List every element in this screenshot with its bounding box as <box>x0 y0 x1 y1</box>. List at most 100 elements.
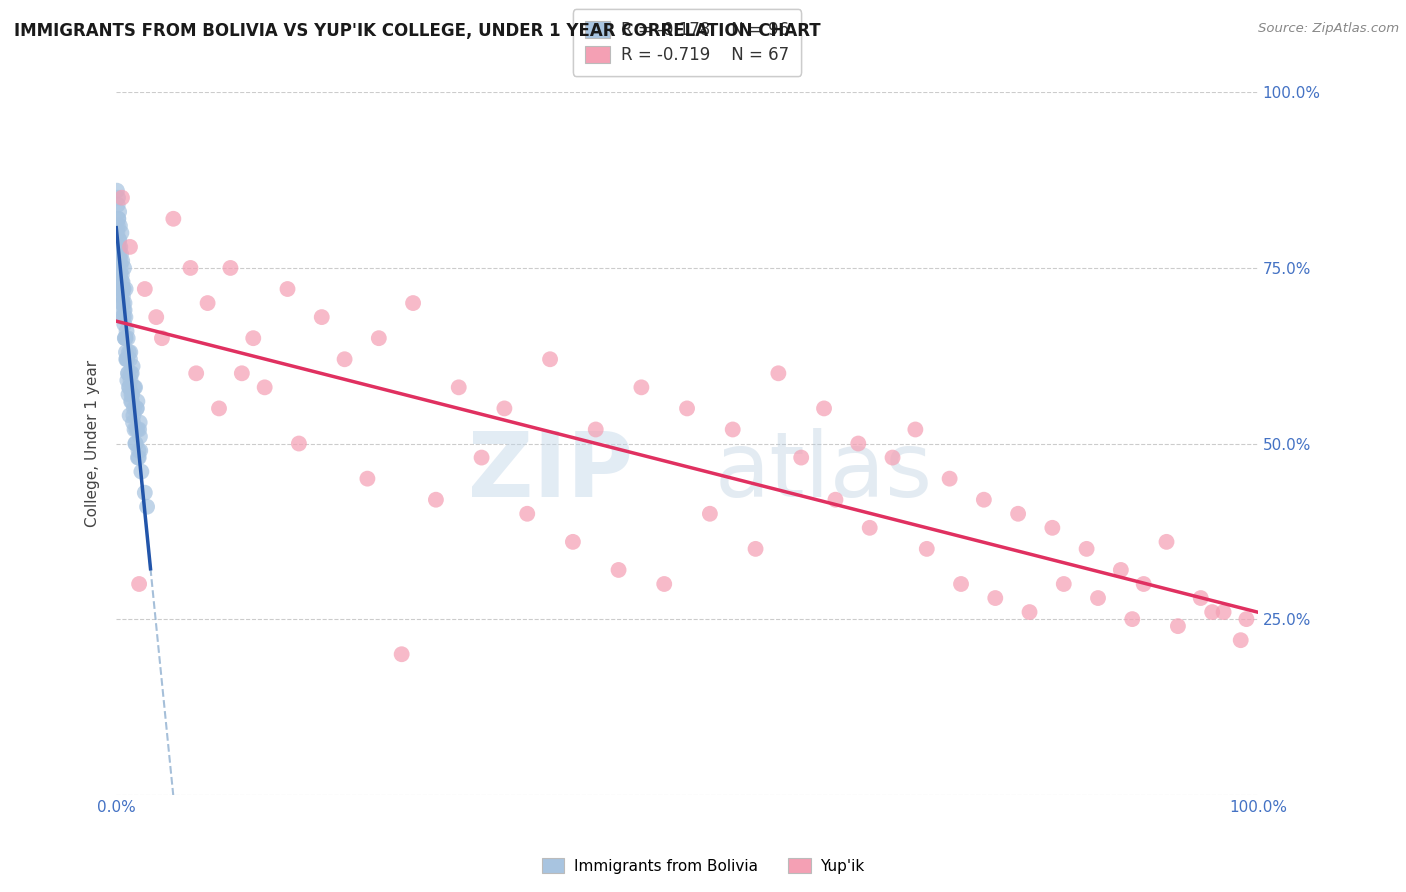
Point <box>1076 541 1098 556</box>
Point <box>676 401 699 416</box>
Point <box>846 436 869 450</box>
Point <box>425 492 447 507</box>
Point <box>108 219 131 233</box>
Point <box>107 254 129 268</box>
Point <box>242 331 264 345</box>
Point <box>127 422 149 436</box>
Point <box>118 409 141 423</box>
Point <box>129 443 152 458</box>
Point <box>115 345 138 359</box>
Point <box>114 331 136 345</box>
Point <box>120 345 142 359</box>
Point <box>108 204 131 219</box>
Point <box>1236 612 1258 626</box>
Point <box>128 416 150 430</box>
Point <box>121 394 143 409</box>
Point <box>125 401 148 416</box>
Point <box>1189 591 1212 605</box>
Point <box>1040 521 1063 535</box>
Point <box>105 184 128 198</box>
Point <box>471 450 494 465</box>
Point <box>607 563 630 577</box>
Point <box>1201 605 1223 619</box>
Point <box>111 296 134 310</box>
Point <box>1053 577 1076 591</box>
Point <box>150 331 173 345</box>
Point <box>114 303 136 318</box>
Point <box>108 268 131 282</box>
Point <box>882 450 904 465</box>
Point <box>561 534 583 549</box>
Point <box>131 465 153 479</box>
Point <box>904 422 927 436</box>
Point <box>110 240 132 254</box>
Point <box>107 233 129 247</box>
Point <box>231 366 253 380</box>
Point <box>105 282 128 296</box>
Point <box>652 577 675 591</box>
Point <box>1087 591 1109 605</box>
Point <box>824 492 846 507</box>
Point <box>112 303 135 318</box>
Point <box>111 310 134 325</box>
Point <box>114 331 136 345</box>
Point <box>1167 619 1189 633</box>
Point <box>1156 534 1178 549</box>
Point <box>107 211 129 226</box>
Point <box>112 310 135 325</box>
Point <box>117 366 139 380</box>
Point <box>253 380 276 394</box>
Point <box>333 352 356 367</box>
Point <box>121 359 143 374</box>
Point <box>208 401 231 416</box>
Point <box>1121 612 1143 626</box>
Point <box>950 577 973 591</box>
Point <box>121 387 143 401</box>
Point <box>117 366 139 380</box>
Point <box>115 352 138 367</box>
Point <box>118 380 141 394</box>
Point <box>288 436 311 450</box>
Point <box>219 260 242 275</box>
Point <box>128 450 150 465</box>
Legend: R = -0.178    N = 96, R = -0.719    N = 67: R = -0.178 N = 96, R = -0.719 N = 67 <box>574 10 801 76</box>
Point <box>107 198 129 212</box>
Point <box>117 331 139 345</box>
Point <box>813 401 835 416</box>
Point <box>108 254 131 268</box>
Text: atlas: atlas <box>716 427 934 516</box>
Point <box>115 324 138 338</box>
Point <box>111 289 134 303</box>
Point <box>110 226 132 240</box>
Point <box>768 366 790 380</box>
Point <box>125 401 148 416</box>
Text: IMMIGRANTS FROM BOLIVIA VS YUP'IK COLLEGE, UNDER 1 YEAR CORRELATION CHART: IMMIGRANTS FROM BOLIVIA VS YUP'IK COLLEG… <box>14 22 821 40</box>
Point <box>112 260 135 275</box>
Point <box>973 492 995 507</box>
Point <box>790 450 813 465</box>
Point <box>915 541 938 556</box>
Point <box>118 352 141 367</box>
Point <box>124 380 146 394</box>
Point <box>125 422 148 436</box>
Point <box>118 380 141 394</box>
Point <box>122 409 145 423</box>
Point <box>402 296 425 310</box>
Point <box>110 282 132 296</box>
Point <box>107 226 129 240</box>
Point <box>538 352 561 367</box>
Point <box>1229 633 1251 648</box>
Point <box>122 380 145 394</box>
Point <box>115 352 138 367</box>
Point <box>134 282 156 296</box>
Point <box>111 268 134 282</box>
Point <box>114 310 136 325</box>
Text: ZIP: ZIP <box>468 427 633 516</box>
Point <box>1007 507 1029 521</box>
Point <box>108 268 131 282</box>
Point <box>136 500 159 514</box>
Point <box>124 436 146 450</box>
Point <box>1132 577 1154 591</box>
Point <box>114 282 136 296</box>
Point <box>111 296 134 310</box>
